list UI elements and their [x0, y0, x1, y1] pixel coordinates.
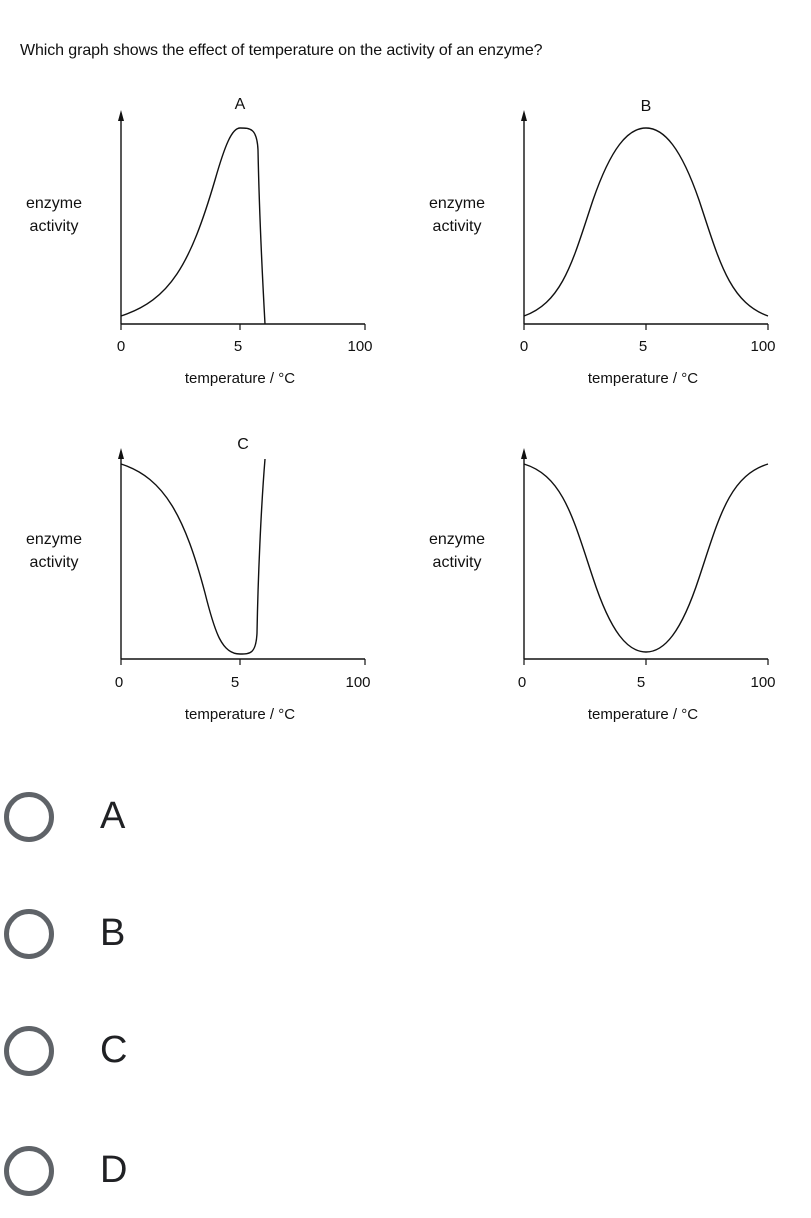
curve [120, 458, 266, 655]
tick-label: 100 [347, 338, 373, 355]
tick-label: 5 [636, 674, 646, 691]
tick-label: 100 [345, 674, 371, 691]
y-axis-label-line1: enzyme [428, 195, 486, 212]
option-label: A [100, 795, 126, 837]
radio-button[interactable] [4, 792, 54, 842]
x-axis-label: temperature / °C [587, 370, 699, 387]
y-axis-label-line2: activity [29, 554, 79, 571]
graph-a-plot [118, 110, 366, 330]
y-axis-label: enzyme activity [403, 192, 511, 238]
graph-d: enzyme activity 0 5 100 temperature / °C [403, 428, 793, 768]
graph-title: A [234, 96, 246, 113]
tick-label: 100 [750, 338, 776, 355]
radio-button[interactable] [4, 1026, 54, 1076]
option-label: B [100, 912, 126, 954]
option-label: D [100, 1149, 128, 1191]
tick-label: 5 [233, 338, 243, 355]
option-label: C [100, 1029, 128, 1071]
y-axis-label-line1: enzyme [428, 531, 486, 548]
tick-label: 100 [750, 674, 776, 691]
option-d[interactable]: D [0, 1144, 300, 1204]
tick-label: 0 [116, 338, 126, 355]
graph-a: A enzyme activity 0 5 100 temperature / … [0, 90, 390, 430]
curve [523, 127, 769, 317]
question-text: Which graph shows the effect of temperat… [20, 42, 543, 59]
x-axis-label: temperature / °C [184, 706, 296, 723]
y-axis-label-line2: activity [432, 218, 482, 235]
graph-title: C [237, 436, 249, 453]
x-axis-label: temperature / °C [587, 706, 699, 723]
graph-title: B [640, 98, 652, 115]
radio-button[interactable] [4, 909, 54, 959]
y-axis-label-line1: enzyme [25, 195, 83, 212]
option-b[interactable]: B [0, 907, 300, 967]
y-axis-label: enzyme activity [403, 528, 511, 574]
radio-button[interactable] [4, 1146, 54, 1196]
y-axis-label-line2: activity [432, 554, 482, 571]
tick-label: 5 [230, 674, 240, 691]
y-axis-label-line1: enzyme [25, 531, 83, 548]
tick-label: 5 [638, 338, 648, 355]
graph-c: C enzyme activity 0 5 100 temperature / … [0, 428, 390, 768]
tick-label: 0 [519, 338, 529, 355]
graph-d-plot [521, 448, 769, 665]
curve [523, 463, 769, 653]
tick-label: 0 [517, 674, 527, 691]
y-axis-label: enzyme activity [0, 528, 108, 574]
option-c[interactable]: C [0, 1024, 300, 1084]
graph-b-plot [521, 110, 769, 330]
graph-b: B enzyme activity 0 5 100 temperature / … [403, 90, 793, 430]
x-axis-label: temperature / °C [184, 370, 296, 387]
y-axis-label: enzyme activity [0, 192, 108, 238]
option-a[interactable]: A [0, 790, 300, 850]
curve [120, 127, 266, 325]
y-axis-label-line2: activity [29, 218, 79, 235]
tick-label: 0 [114, 674, 124, 691]
graph-c-plot [118, 448, 366, 665]
